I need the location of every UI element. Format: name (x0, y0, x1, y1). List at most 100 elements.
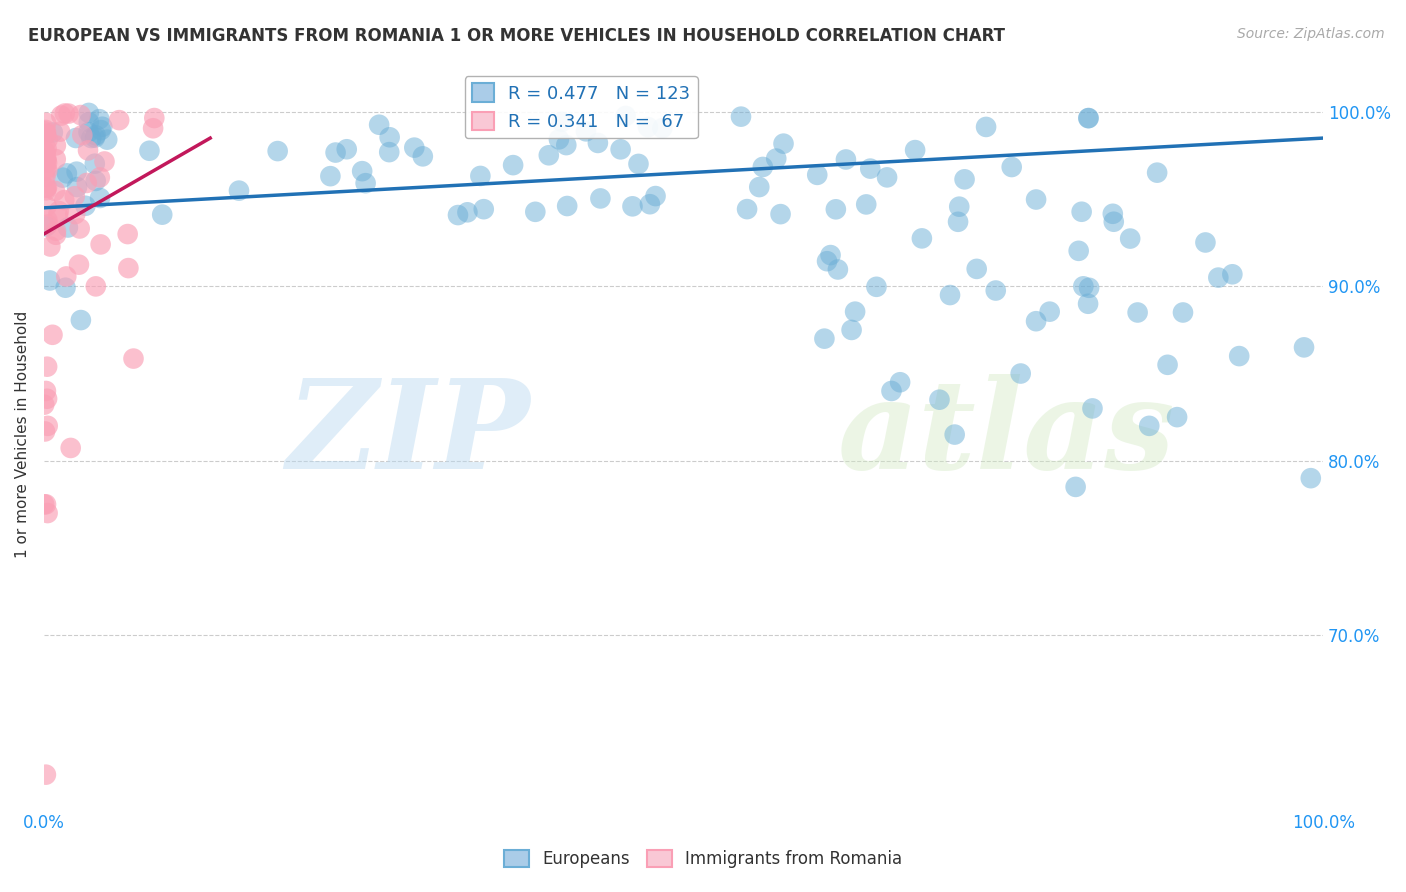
Point (49, 125, 72, 139)
Point (1227, 349, 1250, 363)
Point (378, 130, 401, 145)
Point (35, 116, 58, 130)
Point (1137, 418, 1160, 433)
Point (555, 199, 578, 213)
Point (52, 170, 75, 185)
Point (56, 220, 79, 235)
Point (37, 218, 59, 232)
Point (609, 142, 631, 156)
Point (586, 136, 609, 150)
Point (1001, 160, 1024, 174)
Point (730, 110, 752, 124)
Point (844, 304, 866, 318)
Point (946, 215, 969, 229)
Point (35, 183, 58, 197)
Point (142, 121, 165, 136)
Point (93, 154, 115, 169)
Point (117, 261, 139, 276)
Point (117, 227, 139, 241)
Point (1077, 297, 1099, 311)
Point (352, 164, 374, 178)
Point (953, 172, 976, 186)
Point (1081, 401, 1104, 416)
Point (138, 144, 160, 158)
Point (77, 144, 100, 158)
Point (35, 161, 58, 176)
Point (35, 497, 58, 511)
Point (32, 497, 55, 511)
Point (472, 202, 495, 217)
Point (1077, 111, 1099, 125)
Point (1078, 281, 1101, 295)
Point (1025, 193, 1047, 207)
Point (806, 168, 828, 182)
Point (35, 767, 58, 781)
Point (37, 213, 59, 227)
Point (77, 106, 100, 120)
Point (35, 180, 58, 194)
Point (37, 418, 59, 433)
Point (89, 170, 111, 185)
Point (524, 204, 547, 219)
Point (502, 158, 524, 172)
Point (876, 170, 898, 185)
Point (32, 124, 55, 138)
Point (748, 180, 770, 194)
Point (266, 144, 288, 158)
Point (32, 145, 55, 159)
Point (46, 209, 69, 223)
Point (943, 427, 966, 442)
Point (35, 219, 58, 234)
Point (644, 189, 666, 203)
Point (1077, 111, 1099, 125)
Point (319, 169, 342, 183)
Point (1010, 367, 1032, 381)
Point (35, 142, 58, 156)
Point (72, 128, 94, 142)
Point (470, 169, 492, 183)
Point (589, 191, 612, 205)
Point (551, 115, 574, 129)
Point (65, 131, 87, 145)
Y-axis label: 1 or more Vehicles in Household: 1 or more Vehicles in Household (15, 311, 30, 558)
Text: ZIP: ZIP (287, 374, 530, 495)
Point (37, 163, 59, 178)
Point (53, 106, 76, 120)
Point (45, 227, 67, 242)
Point (84, 174, 107, 188)
Point (56, 166, 79, 180)
Point (827, 262, 849, 277)
Point (966, 261, 988, 276)
Point (1156, 358, 1178, 372)
Point (368, 118, 391, 132)
Point (614, 109, 637, 123)
Point (1070, 204, 1092, 219)
Point (456, 205, 478, 219)
Point (65, 164, 87, 178)
Point (143, 111, 166, 125)
Point (772, 136, 794, 151)
Point (939, 288, 962, 302)
Point (35, 127, 58, 141)
Point (89, 112, 111, 127)
Point (34, 163, 56, 178)
Point (91, 120, 114, 134)
Point (1299, 471, 1322, 485)
Point (70, 313, 93, 327)
Point (1119, 231, 1142, 245)
Point (45, 152, 67, 166)
Point (38, 273, 60, 287)
Point (769, 207, 792, 221)
Point (880, 384, 903, 398)
Point (63, 189, 86, 203)
Point (35, 128, 58, 142)
Point (1171, 305, 1194, 319)
Point (37, 359, 59, 374)
Point (84, 128, 107, 143)
Point (77, 115, 100, 129)
Point (859, 161, 882, 176)
Point (35, 384, 58, 398)
Point (89, 191, 111, 205)
Point (1292, 340, 1315, 354)
Point (575, 124, 598, 138)
